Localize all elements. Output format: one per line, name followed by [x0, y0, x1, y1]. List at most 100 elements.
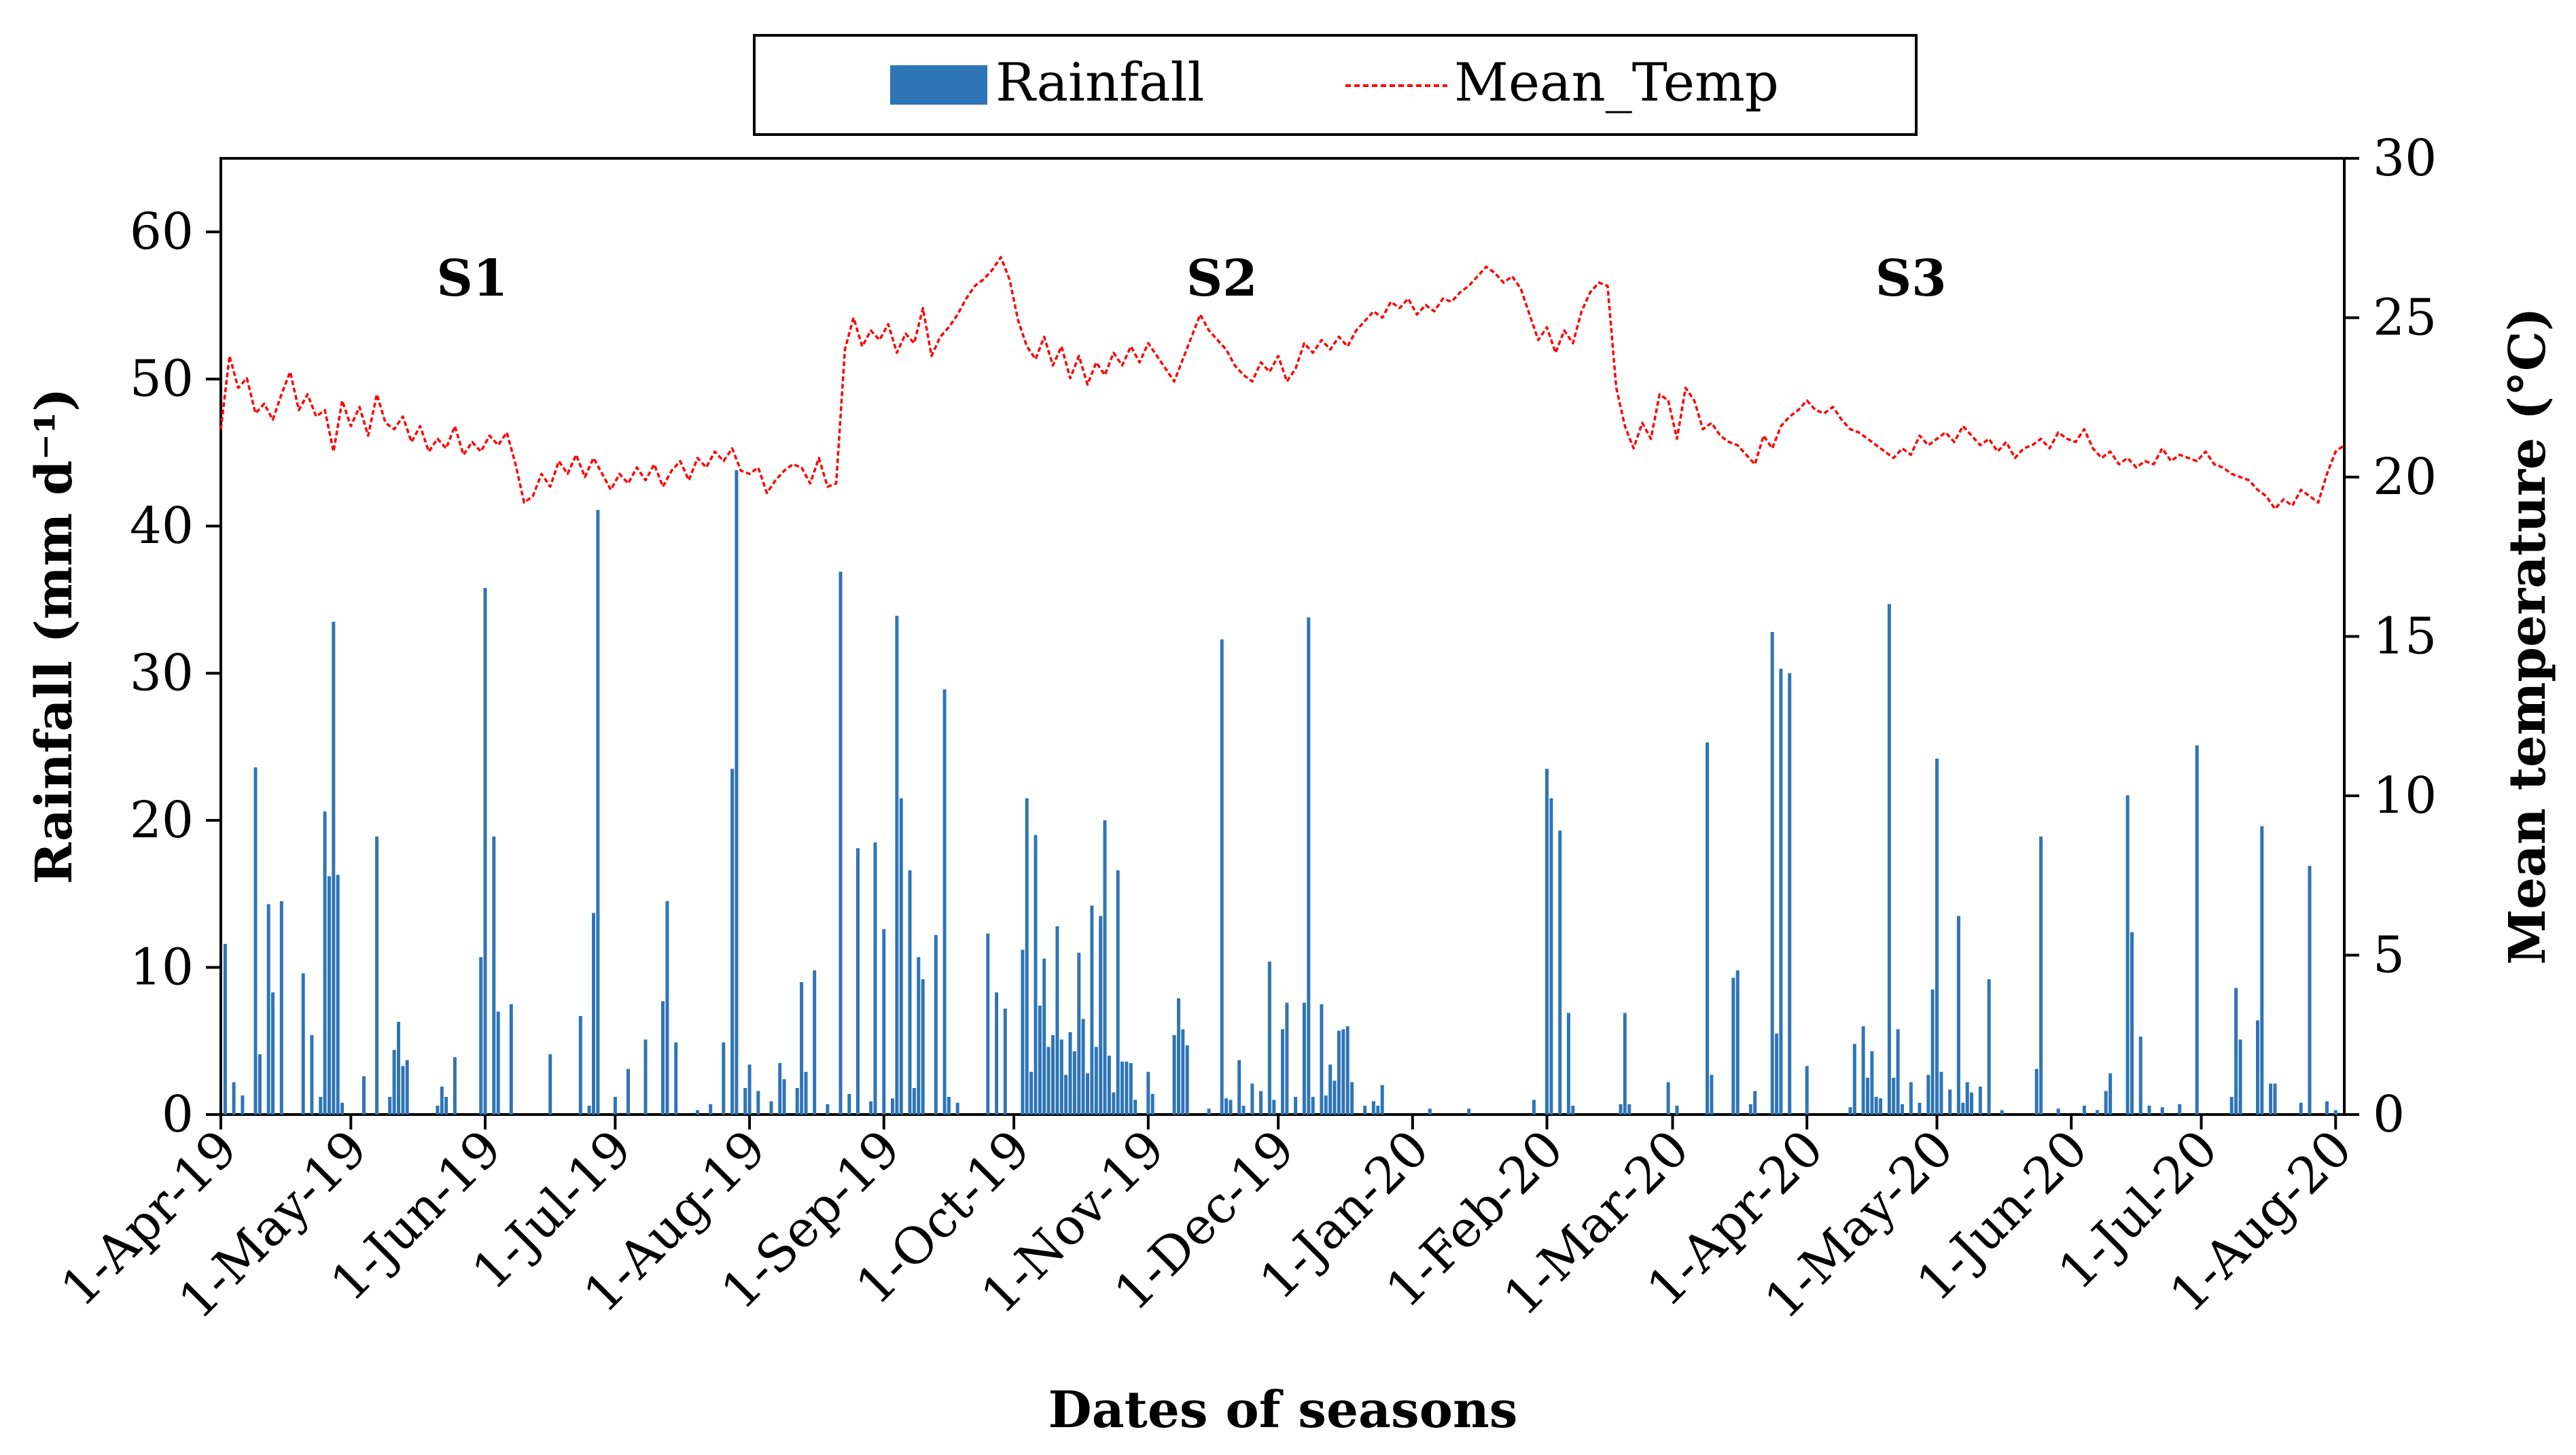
y-right-tick-label: 30: [2373, 129, 2437, 188]
rainfall-bar: [1549, 798, 1553, 1115]
rainfall-bar: [279, 901, 283, 1115]
rainfall-bar: [1021, 949, 1025, 1115]
rainfall-bar: [1887, 603, 1891, 1115]
rainfall-bar: [2125, 795, 2130, 1115]
y-left-tick-label: 50: [130, 350, 194, 408]
rainfall-bar: [1874, 1097, 1878, 1115]
rainfall-bar: [800, 982, 804, 1115]
rainfall-bar: [1241, 1106, 1246, 1115]
rainfall-bar: [1770, 632, 1774, 1115]
rainfall-bar: [2000, 1110, 2004, 1115]
rainfall-bar: [310, 1035, 314, 1115]
rainfall-bar: [921, 979, 925, 1115]
rainfall-bar: [1133, 1100, 1137, 1115]
rainfall-bar: [1090, 905, 1094, 1115]
rainfall-bar: [1320, 1004, 1324, 1115]
rainfall-bar: [1961, 1102, 1965, 1115]
rainfall-bar: [2238, 1039, 2242, 1115]
rainfall-bar: [453, 1057, 457, 1115]
rainfall-bar: [1623, 1013, 1627, 1115]
rainfall-bar: [596, 510, 600, 1115]
legend-rainfall-label: Rainfall: [995, 52, 1204, 113]
rainfall-bar: [1055, 926, 1059, 1115]
rainfall-bar: [1930, 989, 1935, 1115]
rainfall-bar: [1935, 758, 1939, 1115]
rainfall-bar: [401, 1066, 405, 1115]
rainfall-bar: [895, 616, 899, 1115]
left-axis: 0 10 20 30 40 50 60: [130, 203, 221, 1144]
rainfall-bar: [1870, 1051, 1874, 1115]
rainfall-bar: [769, 1101, 773, 1115]
y-left-tick-label: 10: [130, 939, 194, 997]
rainfall-bar: [587, 1106, 591, 1115]
rainfall-bar: [722, 1042, 726, 1115]
rainfall-bar: [1220, 639, 1224, 1115]
rainfall-bar: [241, 1095, 245, 1115]
rainfall-bar: [2333, 1110, 2337, 1115]
rainfall-bar: [223, 943, 227, 1115]
rainfall-bar: [709, 1104, 713, 1115]
rainfall-bar: [1103, 820, 1107, 1115]
rainfall-bar: [1185, 1045, 1189, 1115]
rainfall-bar: [392, 1049, 396, 1115]
rainfall-bar: [804, 1072, 808, 1115]
rainfall-bar: [2273, 1083, 2277, 1115]
rainfall-bar: [1116, 870, 1120, 1115]
rainfall-bar: [1901, 1104, 1904, 1115]
rainfall-bar: [917, 957, 921, 1115]
rainfall-bar: [1099, 915, 1103, 1115]
rainfall-bar: [1146, 1072, 1150, 1115]
rainfall-bar: [1328, 1064, 1333, 1115]
rainfall-bar: [1956, 915, 1960, 1115]
rainfall-bar: [548, 1054, 552, 1115]
rainfall-bar: [336, 875, 340, 1115]
rainfall-bar: [1748, 1104, 1752, 1115]
rainfall-bar: [492, 836, 496, 1115]
rainfall-bar: [405, 1059, 409, 1115]
rainfall-bar: [578, 1016, 582, 1115]
rainfall-bar: [1042, 958, 1046, 1115]
rainfall-bar: [1675, 1106, 1679, 1115]
rainfall-bar: [1345, 1026, 1349, 1115]
rainfall-bar: [1571, 1106, 1575, 1115]
y-right-tick-label: 5: [2373, 926, 2405, 985]
rainfall-bar: [1788, 673, 1792, 1115]
rainfall-bar: [1978, 1086, 1982, 1115]
rainfall-bar: [1371, 1101, 1375, 1115]
rainfall-bar: [1909, 1082, 1913, 1115]
rainfall-bar: [2260, 826, 2264, 1115]
rainfall-bar: [2229, 1097, 2234, 1115]
rainfall-bar: [747, 1064, 752, 1115]
rainfall-bar: [1237, 1059, 1241, 1115]
y-right-tick-label: 10: [2373, 767, 2437, 825]
y-left-tick-label: 20: [130, 791, 194, 849]
rainfall-bar: [1363, 1106, 1367, 1115]
rainfall-bar: [1272, 1100, 1276, 1115]
rainfall-bar: [1866, 1077, 1869, 1115]
y-left-tick-label: 30: [130, 644, 194, 703]
rainfall-bar: [479, 957, 483, 1115]
right-axis: 0 5 10 15 20 25 30: [2344, 129, 2437, 1144]
rainfall-bar: [1779, 669, 1783, 1115]
rainfall-bar: [1710, 1074, 1714, 1115]
rainfall-bar: [2056, 1108, 2060, 1115]
rainfall-bar: [436, 1106, 440, 1115]
rainfall-bar: [1753, 1091, 1757, 1115]
rainfall-bar: [496, 1011, 500, 1115]
rainfall-bar: [1064, 1074, 1068, 1115]
rainfall-bar: [696, 1110, 699, 1115]
rainfall-bar: [340, 1102, 345, 1115]
rainfall-bar: [1259, 1091, 1263, 1115]
rainfall-bar: [1987, 979, 1991, 1115]
rainfall-bar: [743, 1088, 747, 1115]
rainfall-bar: [661, 1001, 665, 1115]
rainfall-bar: [1029, 1072, 1034, 1115]
rainfall-bar: [483, 588, 487, 1115]
rainfall-bar: [1177, 998, 1180, 1115]
legend-rainfall-swatch: [890, 65, 987, 105]
rainfall-bar: [253, 767, 258, 1115]
rainfall-bar: [891, 1098, 894, 1115]
rainfall-bar: [1068, 1032, 1072, 1115]
rainfall-bar: [942, 689, 947, 1115]
